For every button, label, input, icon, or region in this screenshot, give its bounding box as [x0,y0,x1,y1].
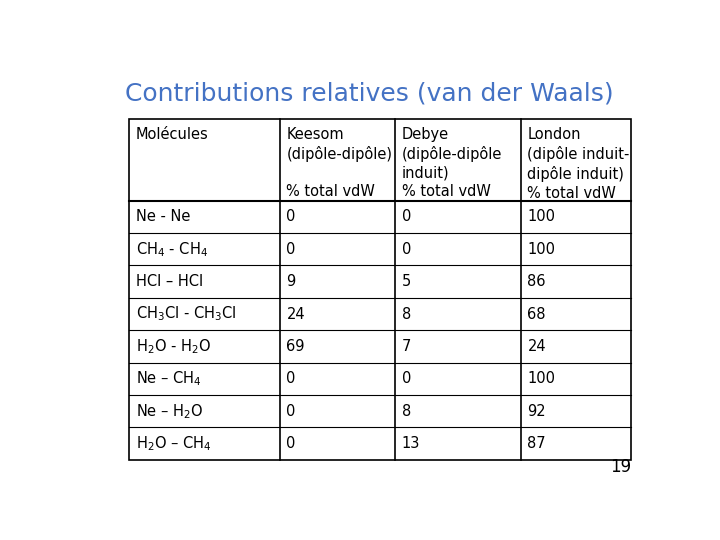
Text: Debye
(dipôle-dipôle
induit)
% total vdW: Debye (dipôle-dipôle induit) % total vdW [402,127,503,199]
Text: 8: 8 [402,307,411,321]
Text: 0: 0 [402,372,411,386]
Bar [129,119,631,460]
Text: 0: 0 [287,372,296,386]
Text: CH$_4$ - CH$_4$: CH$_4$ - CH$_4$ [136,240,208,259]
Text: 100: 100 [528,372,555,386]
Text: London
(dipôle induit-
dipôle induit)
% total vdW: London (dipôle induit- dipôle induit) % … [528,127,630,200]
Text: 24: 24 [528,339,546,354]
Text: Ne – H$_2$O: Ne – H$_2$O [136,402,203,421]
Text: 24: 24 [287,307,305,321]
Text: 19: 19 [610,458,631,476]
Text: 0: 0 [287,242,296,256]
Text: 13: 13 [402,436,420,451]
Text: 0: 0 [402,210,411,225]
Text: 100: 100 [528,242,555,256]
Text: H$_2$O – CH$_4$: H$_2$O – CH$_4$ [136,434,211,453]
Text: 0: 0 [287,210,296,225]
Text: 69: 69 [287,339,305,354]
Text: Ne – CH$_4$: Ne – CH$_4$ [136,369,202,388]
Text: 5: 5 [402,274,411,289]
Text: 7: 7 [402,339,411,354]
Text: 0: 0 [402,242,411,256]
Text: 86: 86 [528,274,546,289]
Text: Molécules: Molécules [136,127,209,142]
Text: Keesom
(dipôle-dipôle)

% total vdW: Keesom (dipôle-dipôle) % total vdW [287,127,392,199]
Text: 92: 92 [528,404,546,418]
Text: HCl – HCl: HCl – HCl [136,274,203,289]
Text: Ne - Ne: Ne - Ne [136,210,190,225]
Text: 68: 68 [528,307,546,321]
Text: 87: 87 [528,436,546,451]
Text: 0: 0 [287,436,296,451]
Text: 100: 100 [528,210,555,225]
Text: Contributions relatives (van der Waals): Contributions relatives (van der Waals) [125,82,613,105]
Text: 9: 9 [287,274,296,289]
Text: 8: 8 [402,404,411,418]
Text: 0: 0 [287,404,296,418]
Text: CH$_3$Cl - CH$_3$Cl: CH$_3$Cl - CH$_3$Cl [136,305,236,323]
Text: H$_2$O - H$_2$O: H$_2$O - H$_2$O [136,337,211,356]
